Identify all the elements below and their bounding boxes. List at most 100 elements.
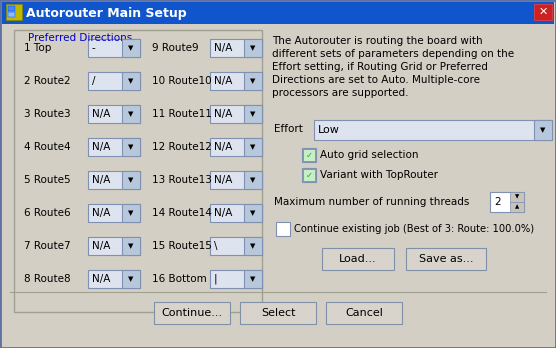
Bar bbox=[88, 39, 140, 57]
Bar bbox=[244, 105, 262, 123]
Text: Preferred Directions: Preferred Directions bbox=[28, 33, 132, 43]
Bar bbox=[6, 4, 22, 20]
Text: Cancel: Cancel bbox=[345, 308, 383, 318]
Text: 6 Route6: 6 Route6 bbox=[24, 208, 71, 218]
Text: ▼: ▼ bbox=[128, 243, 133, 249]
Bar bbox=[490, 192, 524, 212]
Text: 1 Top: 1 Top bbox=[24, 43, 51, 53]
Text: N/A: N/A bbox=[92, 241, 111, 251]
Text: Directions are set to Auto. Multiple-core: Directions are set to Auto. Multiple-cor… bbox=[272, 75, 480, 85]
Text: 5 Route5: 5 Route5 bbox=[24, 175, 71, 185]
Text: Maximum number of running threads: Maximum number of running threads bbox=[274, 197, 469, 207]
Text: Low: Low bbox=[318, 125, 340, 135]
Bar bbox=[244, 171, 262, 189]
Text: 14 Route14: 14 Route14 bbox=[152, 208, 212, 218]
Text: N/A: N/A bbox=[214, 208, 232, 218]
Text: different sets of parameters depending on the: different sets of parameters depending o… bbox=[272, 49, 514, 59]
Bar bbox=[88, 270, 140, 288]
Bar bbox=[122, 39, 140, 57]
Bar bbox=[24, 32, 129, 44]
Text: ▼: ▼ bbox=[515, 195, 519, 199]
Bar bbox=[122, 237, 140, 255]
Bar bbox=[88, 171, 140, 189]
Bar bbox=[302, 148, 316, 162]
Text: 8 Route8: 8 Route8 bbox=[24, 274, 71, 284]
Text: 15 Route15: 15 Route15 bbox=[152, 241, 212, 251]
Text: 2 Route2: 2 Route2 bbox=[24, 76, 71, 86]
Text: N/A: N/A bbox=[92, 175, 111, 185]
Text: ✓: ✓ bbox=[305, 150, 312, 159]
Bar bbox=[303, 149, 315, 161]
Text: N/A: N/A bbox=[214, 175, 232, 185]
Text: ✓: ✓ bbox=[305, 171, 312, 180]
Text: 2: 2 bbox=[494, 197, 500, 207]
Bar bbox=[210, 204, 262, 222]
Bar bbox=[88, 237, 140, 255]
Bar bbox=[210, 105, 262, 123]
Text: Select: Select bbox=[261, 308, 295, 318]
Bar bbox=[154, 302, 230, 324]
Bar bbox=[122, 270, 140, 288]
Text: Effort: Effort bbox=[274, 124, 303, 134]
Bar bbox=[244, 72, 262, 90]
Text: 10 Route10: 10 Route10 bbox=[152, 76, 212, 86]
Bar bbox=[88, 138, 140, 156]
Text: 11 Route11: 11 Route11 bbox=[152, 109, 212, 119]
Bar bbox=[534, 120, 552, 140]
Text: ▼: ▼ bbox=[128, 144, 133, 150]
Text: Save as...: Save as... bbox=[419, 254, 473, 264]
Text: \: \ bbox=[214, 241, 217, 251]
Bar bbox=[314, 120, 552, 140]
Text: Load...: Load... bbox=[339, 254, 377, 264]
Bar bbox=[210, 171, 262, 189]
Text: Continue...: Continue... bbox=[161, 308, 222, 318]
Text: 9 Route9: 9 Route9 bbox=[152, 43, 198, 53]
Bar bbox=[326, 302, 402, 324]
Bar bbox=[244, 237, 262, 255]
Text: N/A: N/A bbox=[92, 142, 111, 152]
Text: ▼: ▼ bbox=[128, 45, 133, 51]
Text: 4 Route4: 4 Route4 bbox=[24, 142, 71, 152]
Text: N/A: N/A bbox=[92, 109, 111, 119]
Bar bbox=[244, 204, 262, 222]
Bar bbox=[8, 6, 15, 11]
Text: Continue existing job (Best of 3: Route: 100.0%): Continue existing job (Best of 3: Route:… bbox=[294, 224, 534, 234]
Bar bbox=[122, 105, 140, 123]
Text: Auto grid selection: Auto grid selection bbox=[320, 150, 419, 160]
Bar bbox=[122, 72, 140, 90]
Bar bbox=[122, 171, 140, 189]
Text: 12 Route12: 12 Route12 bbox=[152, 142, 212, 152]
Bar bbox=[240, 302, 316, 324]
Bar bbox=[534, 4, 552, 20]
Bar bbox=[210, 39, 262, 57]
Bar bbox=[210, 138, 262, 156]
Text: Variant with TopRouter: Variant with TopRouter bbox=[320, 170, 438, 180]
Text: N/A: N/A bbox=[92, 208, 111, 218]
Bar bbox=[122, 204, 140, 222]
Text: N/A: N/A bbox=[214, 43, 232, 53]
Text: 16 Bottom: 16 Bottom bbox=[152, 274, 207, 284]
Text: ▲: ▲ bbox=[515, 205, 519, 209]
Text: /: / bbox=[92, 76, 96, 86]
Text: ▼: ▼ bbox=[128, 276, 133, 282]
Bar bbox=[2, 2, 554, 24]
Text: N/A: N/A bbox=[214, 76, 232, 86]
Text: Effort setting, if Routing Grid or Preferred: Effort setting, if Routing Grid or Prefe… bbox=[272, 62, 488, 72]
Text: ▼: ▼ bbox=[128, 111, 133, 117]
Bar bbox=[244, 39, 262, 57]
Bar bbox=[510, 192, 524, 202]
Bar bbox=[303, 169, 315, 181]
Text: 7 Route7: 7 Route7 bbox=[24, 241, 71, 251]
Text: ▼: ▼ bbox=[250, 243, 256, 249]
Bar bbox=[406, 248, 486, 270]
Bar bbox=[8, 12, 15, 17]
Text: ▼: ▼ bbox=[250, 111, 256, 117]
Text: ▼: ▼ bbox=[128, 78, 133, 84]
Text: processors are supported.: processors are supported. bbox=[272, 88, 409, 98]
Bar bbox=[88, 204, 140, 222]
Bar bbox=[210, 270, 262, 288]
Text: N/A: N/A bbox=[92, 274, 111, 284]
Bar bbox=[88, 72, 140, 90]
Text: ▼: ▼ bbox=[128, 210, 133, 216]
Bar bbox=[88, 105, 140, 123]
